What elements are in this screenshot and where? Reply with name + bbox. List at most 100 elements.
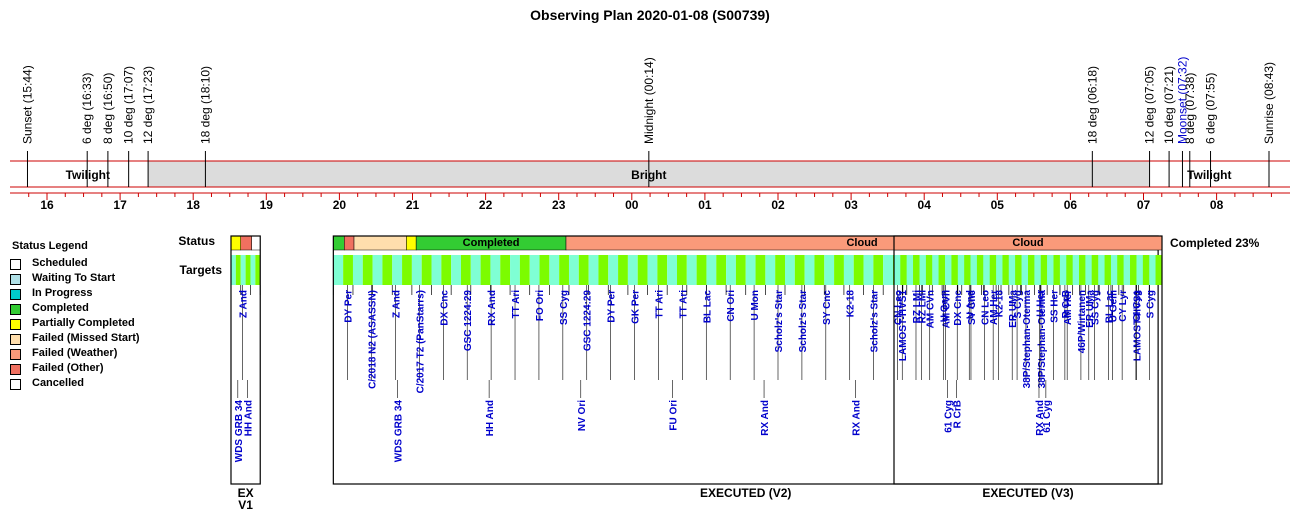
target-label: TT Ari <box>511 290 522 319</box>
target-label: DX Cnc <box>439 290 450 326</box>
target-cell-b <box>382 255 393 285</box>
target-label-bottom: RX And <box>760 400 771 436</box>
target-cell-b <box>657 255 668 285</box>
target-cell-b <box>637 255 648 285</box>
target-label: DX Cnc <box>953 290 964 326</box>
target-cell-a <box>706 255 717 285</box>
target-cell-a <box>906 255 914 285</box>
target-cell-b <box>402 255 412 285</box>
target-cell-a <box>451 255 461 285</box>
sky-event-label-10: Moonset (07:32) <box>1175 57 1189 144</box>
legend-label: Failed (Missed Start) <box>32 332 140 344</box>
target-cell-b <box>775 255 786 285</box>
target-cell-a <box>470 255 481 285</box>
target-cell-a <box>568 255 579 285</box>
target-cell-a <box>549 255 560 285</box>
target-cell-a <box>627 255 638 285</box>
axis-tick-label-01: 01 <box>698 198 712 212</box>
target-cell-a <box>529 255 540 285</box>
target-label: SS Cyg <box>559 290 570 325</box>
target-label: RZ LMi <box>912 290 923 324</box>
sky-event-label-1: 6 deg (16:33) <box>80 73 94 144</box>
target-cell-a <box>883 255 894 285</box>
sky-event-label-12: 6 deg (07:55) <box>1204 73 1218 144</box>
target-label: C/2017 T2 (PanStarrs) <box>415 290 426 393</box>
target-label: SY Cnc <box>822 290 833 325</box>
target-label: S Cyg <box>1013 290 1024 318</box>
legend-label: Failed (Weather) <box>32 347 118 359</box>
target-cell-a <box>647 255 658 285</box>
target-label: TT Ari <box>654 290 665 319</box>
target-cell-a <box>230 255 236 285</box>
legend-label: Failed (Other) <box>32 362 104 374</box>
target-cell-b <box>559 255 569 285</box>
legend-swatch <box>10 334 21 345</box>
target-cell-a <box>240 255 246 285</box>
sky-event-label-9: 10 deg (07:21) <box>1162 66 1176 144</box>
target-cell-b <box>235 255 241 285</box>
target-label-bottom: WDS GRB 34 <box>393 400 404 463</box>
target-cell-b <box>1015 255 1022 285</box>
target-label-bottom: FU Ori <box>668 400 679 431</box>
target-cell-b <box>951 255 958 285</box>
target-label: BL Lac <box>1104 290 1115 324</box>
target-cell-a <box>510 255 520 285</box>
target-label: RX And <box>487 290 498 326</box>
target-label: CN Ori <box>726 290 737 322</box>
sky-period-0 <box>27 161 149 187</box>
target-cell-a <box>1059 255 1067 285</box>
block-frame <box>230 235 261 485</box>
status-segment-1 <box>344 235 355 251</box>
completion-label: Completed 23% <box>1170 236 1260 250</box>
target-cell-a <box>250 255 256 285</box>
target-cell-a <box>1110 255 1118 285</box>
target-cell-b <box>343 255 353 285</box>
target-label: LAMOST-HVS1 <box>898 290 909 362</box>
block-frame <box>332 235 1159 485</box>
target-cell-b <box>1040 255 1048 285</box>
sky-event-label-13: Sunrise (08:43) <box>1262 62 1276 144</box>
status-segment-label-5: Cloud <box>846 237 877 249</box>
axis-tick-label-23: 23 <box>552 198 566 212</box>
target-label: 38P/Stephan-Oterma <box>1037 290 1048 389</box>
target-cell-b <box>500 255 511 285</box>
target-label-bottom: NV Ori <box>577 400 588 431</box>
axis-tick-label-21: 21 <box>406 198 420 212</box>
status-segment-1 <box>240 235 252 251</box>
axis-tick-label-02: 02 <box>771 198 785 212</box>
target-cell-b <box>460 255 471 285</box>
target-label: AM CVn <box>941 290 952 328</box>
target-label-bottom: 61 Cyg <box>1042 400 1053 433</box>
axis-tick-label-19: 19 <box>260 198 274 212</box>
target-cell-a <box>608 255 619 285</box>
target-cell-a <box>1123 255 1131 285</box>
legend-label: In Progress <box>32 287 93 299</box>
target-label: DY Per <box>344 290 355 323</box>
target-label: Z And <box>391 290 402 318</box>
target-cell-a <box>1034 255 1041 285</box>
target-label: U Her <box>1036 290 1047 317</box>
target-cell-a <box>333 255 344 285</box>
target-cell-b <box>539 255 550 285</box>
target-cell-a <box>1021 255 1028 285</box>
target-cell-a <box>588 255 599 285</box>
target-cell-a <box>726 255 736 285</box>
target-label: C/2018 N2 (ASASSN) <box>368 290 379 389</box>
target-cell-b <box>913 255 920 285</box>
chart-title: Observing Plan 2020-01-08 (S00739) <box>530 7 770 23</box>
target-label: ER UMa <box>1008 290 1019 328</box>
target-cell-b <box>938 255 946 285</box>
target-cell-a <box>863 255 874 285</box>
target-label: U Gem <box>939 290 950 322</box>
target-cell-a <box>686 255 697 285</box>
target-cell-a <box>490 255 501 285</box>
target-label: CY Lyr <box>1118 290 1129 322</box>
target-cell-a <box>765 255 776 285</box>
legend-swatch <box>10 274 21 285</box>
status-segment-0 <box>333 235 345 251</box>
target-cell-b <box>1155 255 1162 285</box>
target-cell-b <box>735 255 746 285</box>
legend-label: Scheduled <box>32 257 88 269</box>
